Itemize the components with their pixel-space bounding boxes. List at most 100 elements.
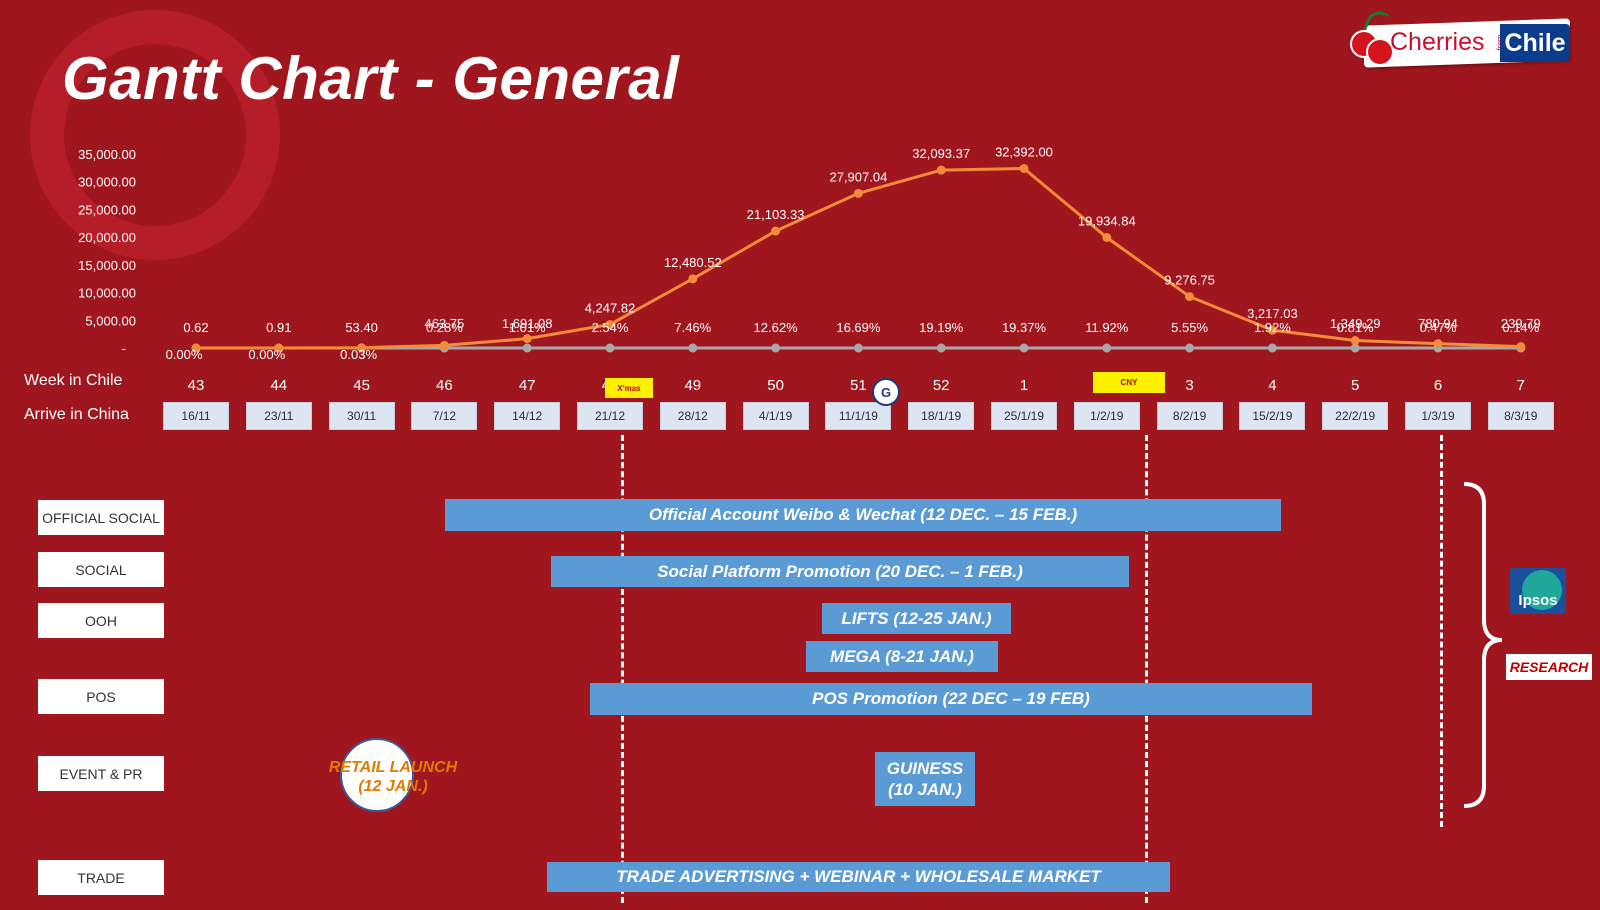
cherries-from-chile-logo: Cherries from Chile bbox=[1348, 7, 1578, 70]
percent-data-label: 19.37% bbox=[1002, 320, 1047, 335]
bar-guiness: GUINESS (10 JAN.) bbox=[875, 752, 975, 806]
point-percent bbox=[688, 343, 698, 353]
point-volume bbox=[191, 343, 201, 353]
arrive-date-box: 22/2/19 bbox=[1322, 402, 1389, 430]
arrive-date-box: 14/12 bbox=[494, 402, 561, 430]
percent-data-label: 2.54% bbox=[592, 320, 629, 335]
arrive-date-box: 8/3/19 bbox=[1487, 402, 1554, 430]
bar-lifts: LIFTS (12-25 JAN.) bbox=[822, 603, 1011, 634]
row-label-official-social: OFFICIAL SOCIAL bbox=[38, 500, 164, 535]
volume-data-label: 12,480.52 bbox=[664, 255, 722, 270]
cny-dashed-line bbox=[1145, 435, 1148, 903]
point-volume bbox=[1516, 342, 1526, 352]
percent-data-label: 16.69% bbox=[836, 320, 881, 335]
y-tick-label: 35,000.00 bbox=[78, 147, 136, 162]
percent-data-label: 7.46% bbox=[674, 320, 711, 335]
bar-trade: TRADE ADVERTISING + WEBINAR + WHOLESALE … bbox=[547, 862, 1170, 892]
row-label-ooh: OOH bbox=[38, 603, 164, 638]
arrive-date-box: 11/1/19 bbox=[825, 402, 892, 430]
percent-data-label: 5.55% bbox=[1171, 320, 1208, 335]
week-label: 6 bbox=[1433, 377, 1443, 394]
point-percent bbox=[936, 343, 946, 353]
point-percent bbox=[853, 343, 863, 353]
retail-launch-circle bbox=[340, 738, 414, 812]
percent-data-label: 0.14% bbox=[1502, 320, 1539, 335]
week-in-chile-caption: Week in Chile bbox=[24, 372, 123, 389]
point-volume bbox=[771, 226, 781, 236]
volume-data-label: 9,276.75 bbox=[1164, 273, 1215, 288]
week-label: 51 bbox=[850, 377, 867, 394]
arrive-date-box: 25/1/19 bbox=[991, 402, 1057, 430]
logo-text-chile: Chile bbox=[1500, 24, 1570, 62]
week-label: 46 bbox=[436, 377, 453, 394]
y-tick-label: 25,000.00 bbox=[78, 202, 136, 217]
volume-data-label: 463.75 bbox=[425, 316, 465, 331]
ipsos-logo-text: Ipsos bbox=[1518, 592, 1558, 609]
volume-data-label: 1,349.29 bbox=[1330, 316, 1381, 331]
arrive-date-box: 1/2/19 bbox=[1073, 402, 1140, 430]
week-label: 45 bbox=[353, 377, 370, 394]
xmas-dashed-line bbox=[621, 435, 624, 903]
week-label: 5 bbox=[1351, 377, 1360, 394]
arrive-date-box: 4/1/19 bbox=[742, 402, 809, 430]
research-brace-icon bbox=[1463, 482, 1503, 808]
percent-data-label: 1.01% bbox=[509, 320, 546, 335]
volume-data-label: 239.79 bbox=[1501, 316, 1541, 331]
y-tick-label: 10,000.00 bbox=[78, 286, 136, 301]
point-volume bbox=[1102, 233, 1112, 243]
arrive-date-box: 1/3/19 bbox=[1405, 402, 1471, 430]
volume-data-label: 32,392.00 bbox=[995, 144, 1053, 159]
point-percent bbox=[1102, 343, 1112, 353]
arrive-date-box: 16/11 bbox=[163, 402, 229, 430]
arrive-date-box: 21/12 bbox=[577, 402, 643, 430]
week-label: 7 bbox=[1516, 377, 1525, 394]
point-percent bbox=[1185, 343, 1195, 353]
bar-pos-promotion: POS Promotion (22 DEC – 19 FEB) bbox=[590, 683, 1312, 715]
week-label: 50 bbox=[767, 377, 784, 394]
arrive-date-box: 18/1/19 bbox=[908, 402, 975, 430]
point-volume bbox=[605, 319, 615, 329]
xmas-tag: X'mas bbox=[605, 378, 653, 398]
percent-data-label: 0.28% bbox=[426, 320, 463, 335]
y-tick-label: - bbox=[122, 341, 126, 356]
volume-data-label: 4,247.82 bbox=[585, 300, 636, 315]
guinness-world-records-icon: G bbox=[872, 378, 900, 406]
arrive-date-box: 7/12 bbox=[411, 402, 478, 430]
volume-data-label: 19,934.84 bbox=[1078, 214, 1136, 229]
week-label: 47 bbox=[518, 377, 536, 394]
research-label: RESEARCH bbox=[1506, 654, 1592, 680]
volume-data-label: 32,093.37 bbox=[912, 146, 970, 161]
cherry-icon bbox=[1366, 38, 1394, 66]
y-tick-label: 20,000.00 bbox=[78, 230, 136, 245]
week-label: 3 bbox=[1185, 377, 1194, 394]
volume-data-label: 27,907.04 bbox=[829, 169, 887, 184]
point-volume bbox=[1019, 163, 1029, 173]
row-label-pos: POS bbox=[38, 679, 164, 714]
y-tick-label: 15,000.00 bbox=[78, 258, 136, 273]
retail-launch-label: RETAIL LAUNCH (12 JAN.) bbox=[328, 759, 458, 796]
cny-tag: CNY bbox=[1093, 372, 1165, 393]
point-percent bbox=[1350, 343, 1360, 353]
y-tick-label: 30,000.00 bbox=[78, 175, 136, 190]
point-percent bbox=[605, 343, 615, 353]
research-dashed-line bbox=[1440, 435, 1443, 827]
volume-line-chart: 35,000.00 30,000.00 25,000.00 20,000.00 15,0… bbox=[78, 144, 1541, 362]
ipsos-logo: Ipsos bbox=[1510, 568, 1566, 614]
page-title: Gantt Chart - General bbox=[62, 45, 680, 112]
week-label: 49 bbox=[684, 377, 702, 394]
percent-data-label: 0.00% bbox=[166, 347, 203, 362]
arrive-date-box: 30/11 bbox=[328, 402, 395, 430]
point-volume bbox=[1350, 336, 1360, 346]
volume-data-label: 780.94 bbox=[1418, 316, 1458, 331]
point-volume bbox=[274, 343, 284, 353]
series-points bbox=[191, 163, 1526, 353]
volume-data-label: 3,217.03 bbox=[1247, 306, 1298, 321]
volume-data-label: 0.91 bbox=[266, 320, 291, 335]
point-percent bbox=[1019, 343, 1029, 353]
point-percent bbox=[771, 343, 781, 353]
y-tick-label: 5,000.00 bbox=[85, 313, 136, 328]
percent-data-label: 0.81% bbox=[1337, 320, 1374, 335]
logo-text-cherries: Cherries bbox=[1390, 28, 1485, 56]
row-label-social: SOCIAL bbox=[38, 552, 164, 587]
bar-social-platform: Social Platform Promotion (20 DEC. – 1 F… bbox=[551, 556, 1129, 587]
